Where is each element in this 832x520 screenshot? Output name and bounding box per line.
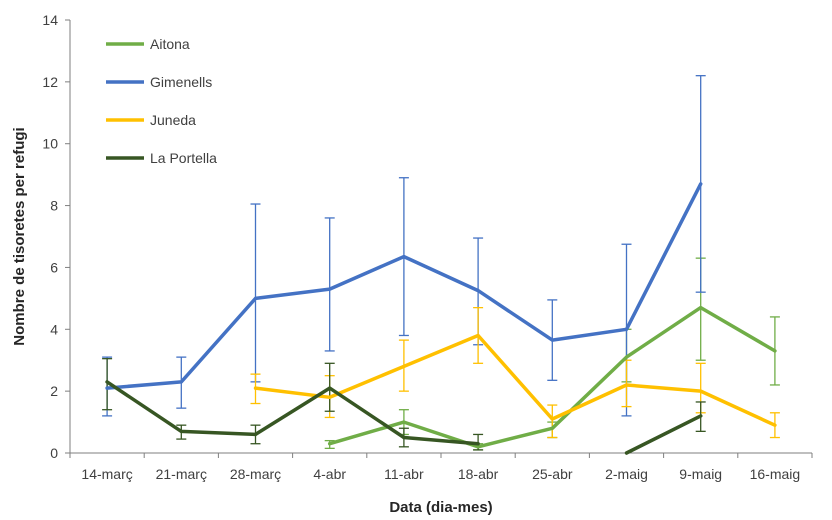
error-bar-juneda [547, 404, 558, 439]
x-tick-label: 16-maig [750, 466, 801, 482]
series-line-la-portella [624, 414, 703, 455]
y-tick-label: 12 [42, 74, 58, 90]
x-tick-label: 25-abr [532, 466, 573, 482]
x-tick-label: 28-març [230, 466, 281, 482]
y-tick-label: 10 [42, 136, 58, 152]
data-point-la-portella [625, 451, 628, 455]
legend-label: Juneda [150, 112, 196, 128]
error-bar-gimenells [324, 217, 335, 352]
data-point-gimenells [402, 255, 406, 259]
data-point-gimenells [476, 289, 480, 293]
y-tick-label: 4 [50, 321, 58, 337]
x-tick-label: 11-abr [384, 466, 424, 482]
data-point-aitona [699, 306, 703, 310]
data-point-gimenells [328, 287, 332, 291]
data-point-juneda [625, 383, 628, 387]
data-point-juneda [773, 423, 777, 427]
legend-label: La Portella [150, 150, 217, 166]
data-point-la-portella [402, 436, 406, 440]
data-point-juneda [699, 389, 703, 393]
legend: Aitona Gimenells Juneda La Portella [106, 36, 217, 166]
y-tick-label: 14 [42, 12, 58, 28]
data-point-gimenells [550, 338, 554, 342]
data-point-la-portella [105, 380, 109, 384]
y-tick-label: 0 [50, 445, 58, 461]
data-point-juneda [328, 395, 332, 399]
data-point-gimenells [625, 327, 628, 331]
data-point-gimenells [254, 296, 257, 300]
error-bar-la-portella [102, 358, 113, 411]
data-point-la-portella [328, 386, 332, 390]
data-point-juneda [476, 333, 480, 337]
y-axis-title: Nombre de tisoretes per refugi [11, 127, 28, 345]
legend-label: Gimenells [150, 74, 212, 90]
data-point-la-portella [179, 429, 183, 433]
data-point-juneda [550, 417, 554, 421]
y-tick-label: 6 [50, 259, 58, 275]
x-tick-label: 18-abr [458, 466, 499, 482]
legend-item-juneda: Juneda [106, 112, 196, 128]
data-point-aitona [550, 426, 554, 430]
y-tick-label: 2 [50, 383, 58, 399]
series-lines [105, 182, 777, 455]
data-point-juneda [254, 386, 257, 390]
data-point-aitona [476, 445, 480, 449]
data-point-aitona [625, 355, 628, 359]
data-point-aitona [773, 349, 777, 353]
x-tick-labels: 14-març 21-març 28-març 4-abr 11-abr 18-abr 25… [81, 466, 800, 482]
error-bars [102, 75, 780, 451]
data-point-juneda [402, 364, 406, 368]
error-bar-gimenells [250, 203, 261, 383]
axes [65, 19, 813, 458]
legend-item-gimenells: Gimenells [106, 74, 212, 90]
x-tick-label: 14-març [81, 466, 132, 482]
x-tick-label: 21-març [156, 466, 207, 482]
y-tick-label: 8 [50, 198, 58, 214]
data-point-gimenells [179, 380, 183, 384]
data-point-aitona [328, 442, 332, 446]
data-point-gimenells [699, 182, 703, 186]
legend-label: Aitona [150, 36, 190, 52]
data-point-la-portella [699, 414, 703, 418]
x-tick-label: 2-maig [605, 466, 648, 482]
x-axis-title: Data (dia-mes) [389, 499, 492, 516]
data-point-la-portella [476, 442, 480, 446]
data-point-aitona [402, 420, 406, 424]
x-tick-label: 4-abr [313, 466, 346, 482]
data-point-la-portella [254, 432, 257, 436]
x-tick-label: 9-maig [679, 466, 722, 482]
data-point-gimenells [105, 386, 109, 390]
legend-item-aitona: Aitona [106, 36, 190, 52]
legend-item-la-portella: La Portella [106, 150, 217, 166]
series-line-la-portella [105, 380, 480, 446]
series-line-juneda [253, 333, 777, 427]
y-tick-labels: 0 2 4 6 8 10 12 14 [42, 12, 58, 461]
